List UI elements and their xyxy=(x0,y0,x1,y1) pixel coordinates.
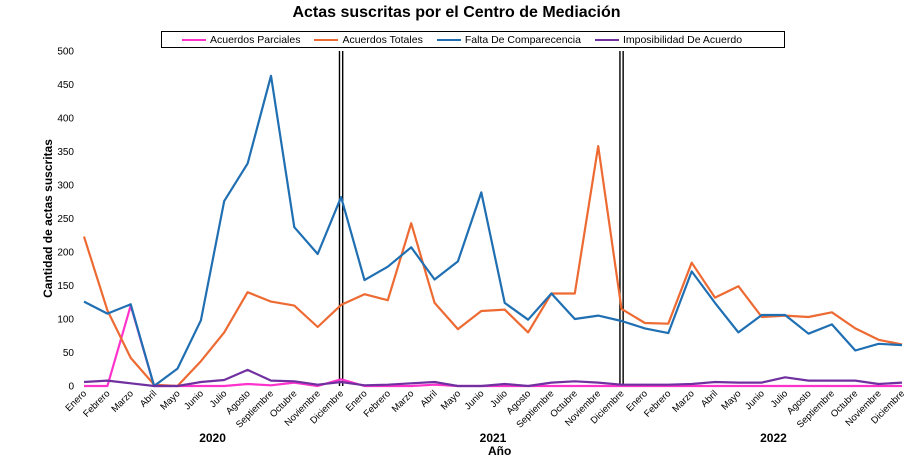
x-tick-label: Marzo xyxy=(670,388,696,414)
x-tick-label: Abril xyxy=(699,388,720,409)
y-tick-label: 400 xyxy=(57,114,74,125)
x-axis-title: Año xyxy=(488,444,511,458)
year-label-2020: 2020 xyxy=(199,431,226,445)
y-tick-label: 250 xyxy=(57,214,74,225)
y-tick-label: 100 xyxy=(57,315,74,326)
y-tick-label: 150 xyxy=(57,281,74,292)
legend-item-acuerdos-parciales: Acuerdos Parciales xyxy=(182,34,300,46)
y-tick-label: 500 xyxy=(57,47,74,58)
legend-item-imposibilidad-de-acuerdo: Imposibilidad De Acuerdo xyxy=(594,33,743,46)
legend-item-acuerdos-totales: Acuerdos Totales xyxy=(314,33,423,46)
y-tick-label: 0 xyxy=(68,382,74,393)
year-label-2022: 2022 xyxy=(760,431,787,445)
x-tick-label: Abril xyxy=(418,388,439,409)
x-tick-label: Abril xyxy=(138,388,159,409)
x-tick-label: Mayo xyxy=(719,388,743,412)
x-tick-label: Junio xyxy=(463,388,487,412)
series-line-imposibilidad-de-acuerdo xyxy=(83,368,903,388)
y-tick-label: 350 xyxy=(57,147,74,158)
x-tick-label: Junio xyxy=(743,388,767,412)
y-tick-label: 450 xyxy=(57,80,74,91)
x-tick-label: Mayo xyxy=(439,388,463,412)
series-line-acuerdos-parciales xyxy=(84,304,902,388)
legend-label-acuerdos-totales: Acuerdos Totales xyxy=(342,33,423,46)
legend-label-imposibilidad-de-acuerdo: Imposibilidad De Acuerdo xyxy=(622,33,743,46)
legend-label-falta-de-comparecencia: Falta De Comparecencia xyxy=(464,33,581,46)
chart-title: Actas suscritas por el Centro de Mediaci… xyxy=(292,4,621,21)
legend-item-falta-de-comparecencia: Falta De Comparecencia xyxy=(436,33,581,46)
x-tick-label: Marzo xyxy=(390,388,416,414)
series-line-acuerdos-totales xyxy=(82,145,903,388)
legend-swatch-acuerdos-parciales xyxy=(182,38,206,41)
y-tick-label: 50 xyxy=(63,348,75,359)
year-label-2021: 2021 xyxy=(480,431,507,445)
x-tick-label: Junio xyxy=(182,388,206,412)
legend-swatch-falta-de-comparecencia xyxy=(436,38,461,41)
legend-label-acuerdos-parciales: Acuerdos Parciales xyxy=(210,33,301,46)
x-tick-label: Mayo xyxy=(158,388,182,412)
y-axis-title: Cantidad de actas suscritas xyxy=(41,139,55,298)
x-tick-label: Marzo xyxy=(109,388,135,414)
y-tick-label: 200 xyxy=(57,248,74,259)
legend-swatch-acuerdos-totales xyxy=(314,38,339,41)
legend: Acuerdos Parciales Acuerdos Totales Falt… xyxy=(161,31,785,48)
legend-swatch-imposibilidad-de-acuerdo xyxy=(594,38,619,41)
y-tick-label: 300 xyxy=(57,181,74,192)
series-line-falta-de-comparecencia xyxy=(83,74,903,388)
